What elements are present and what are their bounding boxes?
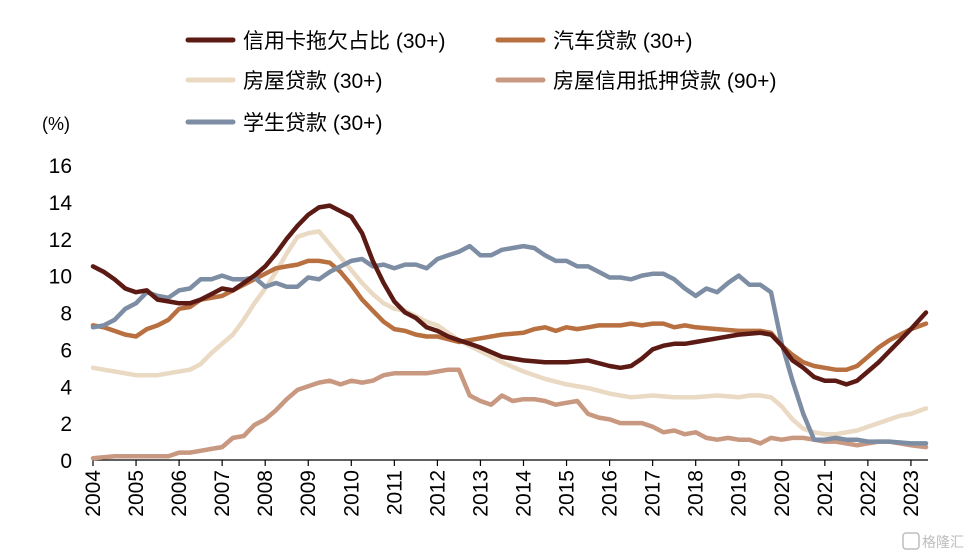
legend: 信用卡拖欠占比 (30+) 汽车贷款 (30+) 房屋贷款 (30+) 房屋信用抵押贷… xyxy=(185,30,776,135)
y-tick-label: 10 xyxy=(49,266,72,289)
watermark-text: 格隆汇 xyxy=(922,535,964,551)
y-tick-label: 0 xyxy=(60,450,72,473)
legend-label: 学生贷款 (30+) xyxy=(243,112,382,135)
x-tick-label: 2004 xyxy=(82,470,105,517)
y-unit-label: (%) xyxy=(42,114,70,134)
x-tick-label: 2009 xyxy=(297,470,320,517)
watermark: 格隆汇 xyxy=(902,532,964,551)
x-tick-label: 2020 xyxy=(771,470,794,517)
x-tick-label: 2019 xyxy=(728,470,751,517)
x-tick-label: 2021 xyxy=(814,470,837,517)
x-tick-label: 2013 xyxy=(469,470,492,517)
legend-label: 房屋信用抵押贷款 (90+) xyxy=(553,70,776,93)
watermark-logo-icon xyxy=(902,532,920,550)
x-axis: 2004 2005 2006 2007 2008 2009 2010 2011 2012 2013… xyxy=(82,459,928,517)
x-tick-label: 2008 xyxy=(254,470,277,517)
legend-label: 汽车贷款 (30+) xyxy=(553,30,692,53)
y-tick-label: 12 xyxy=(49,229,72,252)
x-tick-label: 2012 xyxy=(426,470,449,517)
y-tick-label: 16 xyxy=(49,155,72,178)
x-tick-label: 2023 xyxy=(900,470,923,517)
y-tick-label: 6 xyxy=(60,339,72,362)
series-line xyxy=(90,258,929,372)
series-line xyxy=(90,243,929,446)
x-tick-label: 2005 xyxy=(125,470,148,517)
x-tick-label: 2007 xyxy=(211,470,234,517)
x-tick-label: 2022 xyxy=(857,470,880,517)
series-line xyxy=(90,203,929,387)
y-tick-label: 4 xyxy=(60,376,72,399)
legend-label: 房屋贷款 (30+) xyxy=(243,70,382,93)
x-tick-label: 2015 xyxy=(556,470,579,517)
y-tick-label: 8 xyxy=(60,303,72,326)
legend-label: 信用卡拖欠占比 (30+) xyxy=(243,30,445,53)
x-tick-label: 2010 xyxy=(340,470,363,517)
x-tick-label: 2018 xyxy=(685,470,708,517)
y-tick-label: 14 xyxy=(49,192,73,215)
x-tick-label: 2017 xyxy=(642,470,665,517)
y-tick-label: 2 xyxy=(60,413,72,436)
x-tick-label: 2011 xyxy=(383,470,406,515)
x-tick-label: 2006 xyxy=(168,470,191,517)
y-axis: 0 2 4 6 8 10 12 14 16 xyxy=(49,155,73,473)
x-tick-label: 2014 xyxy=(512,470,535,517)
x-tick-label: 2016 xyxy=(599,470,622,517)
series-line xyxy=(90,367,929,461)
series-group xyxy=(90,203,929,461)
